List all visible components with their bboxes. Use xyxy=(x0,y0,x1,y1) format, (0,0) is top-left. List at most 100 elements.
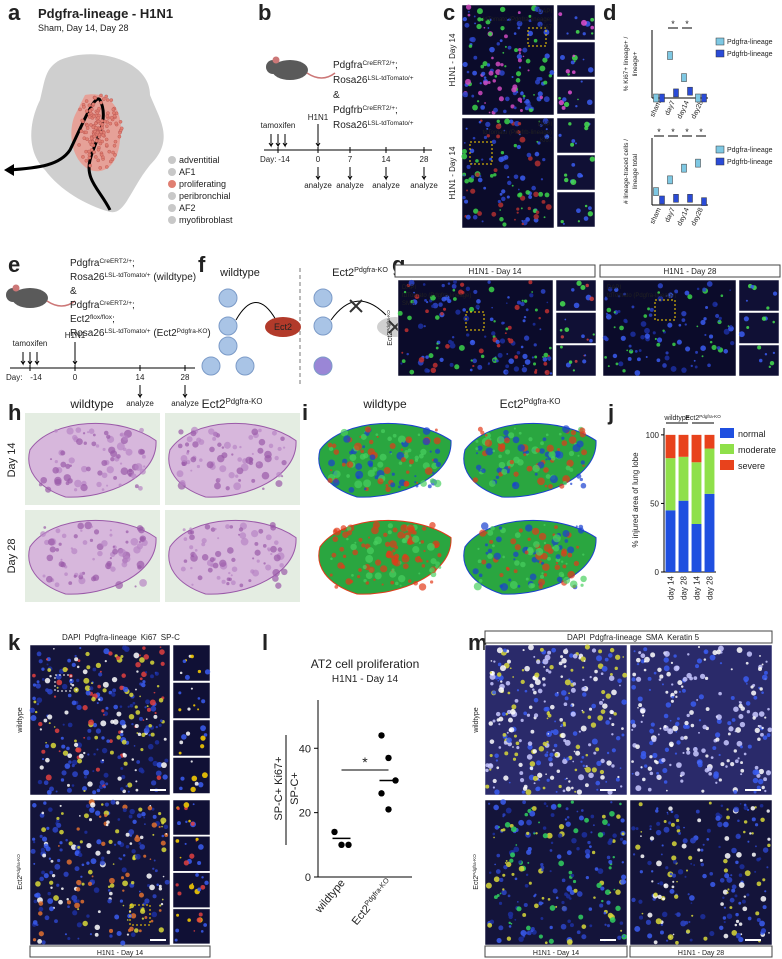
cell xyxy=(623,292,627,296)
cell xyxy=(578,774,585,781)
cross xyxy=(349,299,402,334)
cell xyxy=(688,920,691,924)
umap-point xyxy=(84,130,88,135)
umap-point xyxy=(99,100,103,105)
cell xyxy=(663,819,667,823)
cell xyxy=(542,786,546,790)
cell xyxy=(65,838,68,842)
cell xyxy=(640,750,647,757)
cell xyxy=(154,869,158,873)
cell xyxy=(665,690,669,694)
cell xyxy=(466,164,471,170)
cell xyxy=(639,870,643,874)
cell xyxy=(663,725,667,728)
cell xyxy=(537,141,541,145)
label: sham xyxy=(649,100,663,119)
cell xyxy=(657,882,660,885)
cell xyxy=(597,715,603,721)
cell xyxy=(566,939,573,945)
cell xyxy=(495,123,502,130)
tissue-dot xyxy=(562,480,568,486)
micrograph xyxy=(738,344,780,377)
cell xyxy=(44,677,51,684)
cell xyxy=(615,362,619,366)
cell xyxy=(143,654,150,660)
y-tick-label: 20 xyxy=(299,808,311,820)
cell xyxy=(761,674,768,681)
umap-point xyxy=(105,98,110,102)
cell xyxy=(564,696,569,701)
tissue-dot xyxy=(434,448,441,454)
cell xyxy=(121,867,127,873)
cell xyxy=(117,776,122,781)
protein xyxy=(265,317,301,337)
cell xyxy=(510,922,513,925)
cell xyxy=(521,790,525,794)
cell xyxy=(92,879,95,882)
cell xyxy=(201,876,204,879)
legend-swatch xyxy=(168,204,176,212)
cell xyxy=(605,312,609,316)
cell xyxy=(723,740,729,746)
micrograph xyxy=(29,644,171,796)
cell xyxy=(545,128,548,131)
cell xyxy=(693,747,698,752)
tissue-dot xyxy=(412,546,420,554)
cell xyxy=(191,775,198,782)
tissue-dot xyxy=(525,450,530,454)
cell xyxy=(572,760,575,763)
tissue-dot xyxy=(420,540,425,544)
cell xyxy=(667,322,673,328)
cell xyxy=(527,69,530,72)
cell xyxy=(499,877,504,883)
label: 7 xyxy=(348,155,353,164)
umap-point xyxy=(99,153,104,157)
label: wildtype xyxy=(312,877,347,916)
cell xyxy=(32,920,38,925)
cell xyxy=(691,914,694,917)
cell xyxy=(438,302,443,307)
tissue-dot xyxy=(228,571,231,575)
label: % Ki67+ lineage+ / xyxy=(623,37,630,92)
label: wildtype xyxy=(473,707,480,733)
cell xyxy=(572,653,578,659)
cell xyxy=(729,324,733,328)
cell xyxy=(139,677,143,681)
cell xyxy=(148,723,153,728)
tissue-dot xyxy=(218,478,221,481)
cell xyxy=(750,284,755,289)
trajectory-arrow xyxy=(4,164,14,176)
cell xyxy=(563,702,568,707)
cell xyxy=(714,732,721,738)
cell xyxy=(708,801,712,805)
cell xyxy=(41,758,45,761)
tissue-dot xyxy=(125,448,133,456)
cell xyxy=(656,860,662,867)
cell xyxy=(690,837,696,844)
cell xyxy=(607,365,610,368)
cell xyxy=(675,731,678,733)
cell xyxy=(464,22,470,28)
cell xyxy=(32,696,36,701)
tissue-dot xyxy=(480,430,485,435)
cell xyxy=(538,746,545,752)
cell xyxy=(578,730,581,733)
cell xyxy=(663,650,670,657)
tissue-dot xyxy=(384,541,391,547)
tissue-dot xyxy=(528,437,533,442)
cell xyxy=(657,733,660,736)
cell xyxy=(746,683,748,685)
cell xyxy=(709,654,716,661)
cell xyxy=(204,669,211,675)
cell xyxy=(134,723,139,729)
cell xyxy=(32,837,36,841)
cell xyxy=(644,656,650,663)
cell xyxy=(150,919,154,923)
micrograph-bg xyxy=(738,279,780,312)
cell xyxy=(542,158,546,162)
tissue-dot xyxy=(514,560,520,566)
label: lineage total xyxy=(632,153,639,189)
tissue-dot xyxy=(240,537,249,546)
cell xyxy=(122,804,128,810)
tissue-dot xyxy=(115,581,124,589)
